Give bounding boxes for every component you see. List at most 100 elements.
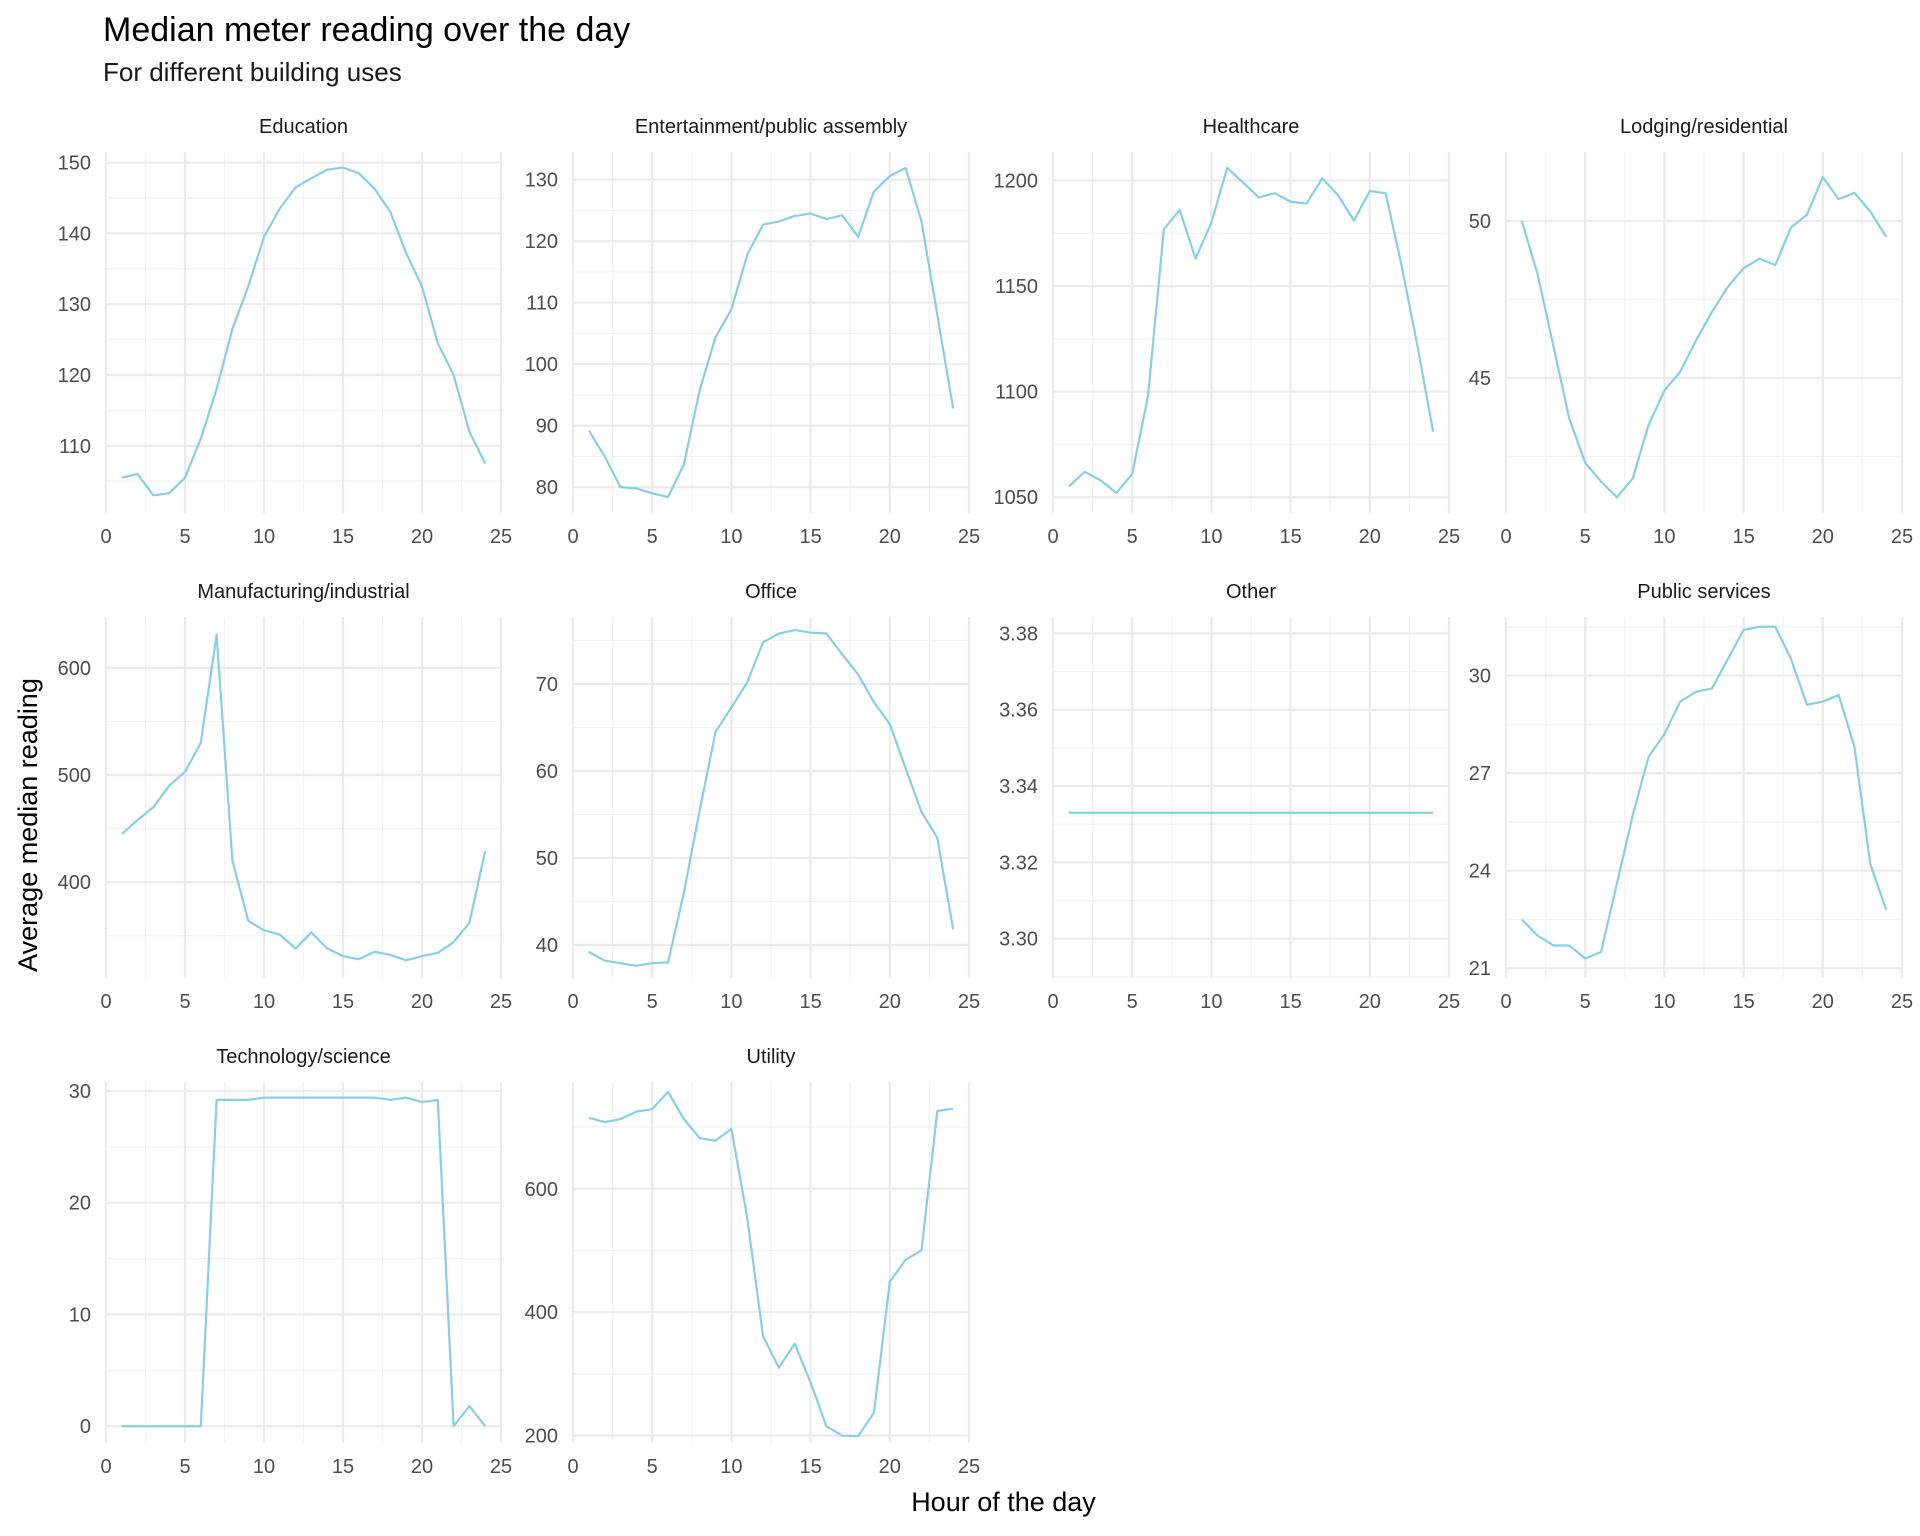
x-tick-label: 20 [879, 991, 901, 1013]
x-tick-label: 0 [100, 991, 111, 1013]
x-tick-label: 25 [490, 991, 512, 1013]
facet-title-utility: Utility [747, 1046, 796, 1068]
facet-panel-office: 0 5 10 15 20 25 40 50 60 70 Office [536, 581, 980, 1013]
series-line-public-services [1521, 625, 1888, 960]
y-tick-label: 100 [525, 354, 558, 376]
facet-panel-education: 0 5 10 15 20 25 110 120 130 140 150 Education [58, 116, 513, 548]
x-tick-label: 0 [1500, 526, 1511, 548]
y-tick-label: 600 [58, 658, 91, 680]
series-line-entertainment-public-assembly [587, 166, 955, 499]
y-tick-label: 500 [58, 765, 91, 787]
x-tick-label: 25 [490, 1456, 512, 1478]
x-tick-label: 20 [1812, 526, 1834, 548]
x-tick-label: 15 [799, 991, 821, 1013]
y-tick-label: 21 [1469, 958, 1491, 980]
series-line-manufacturing-industrial [121, 633, 487, 962]
x-tick-label: 20 [1812, 991, 1834, 1013]
x-tick-label: 25 [1438, 991, 1460, 1013]
x-tick-label: 5 [1580, 526, 1591, 548]
x-tick-label: 10 [253, 526, 275, 548]
y-tick-label: 1200 [994, 171, 1039, 193]
facet-title-manufacturing-industrial: Manufacturing/industrial [197, 581, 409, 603]
facet-panel-other: 0 5 10 15 20 25 3.30 3.32 3.34 3.36 3.38 Other [999, 581, 1460, 1013]
x-tick-label: 20 [411, 991, 433, 1013]
facet-panel-technology-science: 0 5 10 15 20 25 0 10 20 30 Technology/science [69, 1046, 512, 1478]
series-line-utility [588, 1090, 954, 1438]
chart-subtitle: For different building uses [103, 57, 402, 87]
x-tick-label: 25 [1891, 526, 1913, 548]
facet-title-technology-science: Technology/science [216, 1046, 391, 1068]
x-tick-label: 10 [1200, 526, 1222, 548]
y-tick-label: 1150 [995, 276, 1038, 298]
y-tick-label: 80 [536, 477, 558, 499]
y-tick-label: 20 [69, 1193, 91, 1215]
x-tick-label: 0 [1047, 991, 1058, 1013]
x-tick-label: 15 [799, 1456, 821, 1478]
x-tick-label: 0 [567, 526, 578, 548]
x-tick-label: 25 [490, 526, 512, 548]
x-tick-label: 5 [647, 1456, 658, 1478]
x-tick-label: 0 [1047, 526, 1058, 548]
x-tick-label: 0 [100, 526, 111, 548]
x-tick-label: 5 [1127, 526, 1138, 548]
series-line-healthcare [1068, 166, 1435, 495]
facet-title-office: Office [745, 581, 797, 603]
x-tick-label: 5 [647, 991, 658, 1013]
y-tick-label: 150 [58, 153, 91, 175]
x-tick-label: 15 [332, 1456, 354, 1478]
y-tick-label: 60 [536, 761, 558, 783]
x-tick-label: 25 [1891, 991, 1913, 1013]
x-tick-label: 0 [567, 1456, 578, 1478]
y-tick-label: 120 [58, 365, 91, 387]
y-tick-label: 45 [1469, 368, 1491, 390]
x-tick-label: 25 [958, 1456, 980, 1478]
x-tick-label: 15 [799, 526, 821, 548]
y-tick-label: 40 [536, 935, 558, 957]
facet-panel-manufacturing-industrial: 0 5 10 15 20 25 400 500 600 Manufacturing/industr… [58, 581, 513, 1013]
x-tick-label: 10 [720, 991, 742, 1013]
y-tick-label: 30 [69, 1081, 91, 1103]
y-tick-label: 110 [59, 436, 91, 458]
series-line-office [588, 628, 955, 967]
x-tick-label: 0 [567, 991, 578, 1013]
y-tick-label: 200 [525, 1426, 558, 1448]
x-tick-label: 15 [1732, 991, 1754, 1013]
facet-panel-lodging-residential: 0 5 10 15 20 25 45 50 Lodging/residential [1469, 116, 1913, 548]
x-tick-label: 20 [1359, 991, 1381, 1013]
y-tick-label: 3.38 [999, 623, 1038, 645]
y-tick-label: 130 [58, 294, 91, 316]
y-tick-label: 400 [525, 1302, 558, 1324]
facet-title-lodging-residential: Lodging/residential [1620, 116, 1788, 138]
x-tick-label: 10 [720, 1456, 742, 1478]
y-tick-label: 50 [1469, 211, 1491, 233]
x-tick-label: 5 [647, 526, 658, 548]
x-tick-label: 5 [179, 526, 190, 548]
x-tick-label: 10 [1653, 991, 1675, 1013]
x-tick-label: 20 [411, 1456, 433, 1478]
x-tick-label: 0 [1500, 991, 1511, 1013]
y-tick-label: 130 [525, 170, 558, 192]
x-tick-label: 10 [720, 526, 742, 548]
y-tick-label: 30 [1469, 666, 1491, 688]
facet-title-other: Other [1226, 581, 1276, 603]
y-tick-label: 600 [525, 1179, 558, 1201]
facet-panel-utility: 0 5 10 15 20 25 200 400 600 Utility [525, 1046, 981, 1478]
y-tick-label: 24 [1469, 861, 1491, 883]
facet-title-education: Education [259, 116, 348, 138]
y-tick-label: 3.32 [999, 852, 1038, 874]
facet-title-public-services: Public services [1637, 581, 1770, 603]
facet-panel-entertainment-public-assembly: 0 5 10 15 20 25 80 90 100 110 120 130 Entertainment/… [525, 116, 981, 548]
x-axis-label: Hour of the day [911, 1487, 1096, 1517]
x-tick-label: 10 [253, 1456, 275, 1478]
x-tick-label: 25 [1438, 526, 1460, 548]
x-tick-label: 20 [1359, 526, 1381, 548]
y-tick-label: 3.34 [999, 776, 1038, 798]
x-tick-label: 5 [1580, 991, 1591, 1013]
y-tick-label: 3.30 [999, 929, 1038, 951]
y-tick-label: 50 [536, 848, 558, 870]
x-tick-label: 5 [179, 1456, 190, 1478]
x-tick-label: 20 [879, 526, 901, 548]
x-tick-label: 20 [879, 1456, 901, 1478]
y-tick-label: 400 [58, 872, 91, 894]
